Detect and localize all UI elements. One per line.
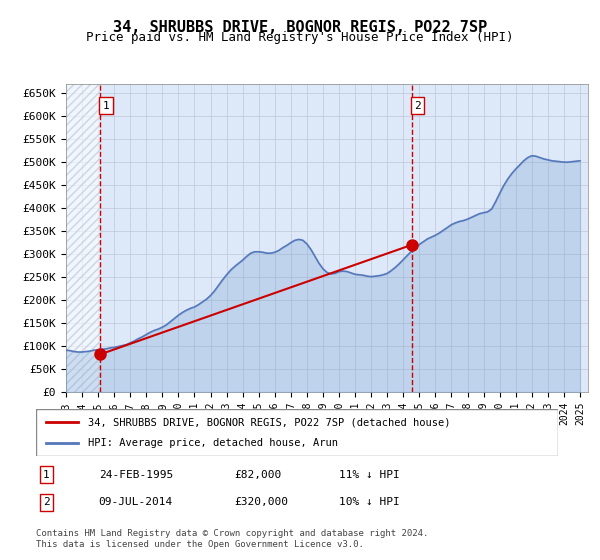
Text: 2: 2 bbox=[414, 101, 421, 110]
Text: Contains HM Land Registry data © Crown copyright and database right 2024.
This d: Contains HM Land Registry data © Crown c… bbox=[36, 529, 428, 549]
Text: HPI: Average price, detached house, Arun: HPI: Average price, detached house, Arun bbox=[88, 438, 338, 448]
Text: £320,000: £320,000 bbox=[235, 497, 289, 507]
Text: 34, SHRUBBS DRIVE, BOGNOR REGIS, PO22 7SP: 34, SHRUBBS DRIVE, BOGNOR REGIS, PO22 7S… bbox=[113, 20, 487, 35]
Text: 1: 1 bbox=[43, 470, 50, 479]
Bar bbox=[66, 84, 100, 392]
Bar bbox=[66, 84, 100, 392]
Text: 1: 1 bbox=[103, 101, 110, 110]
Text: Price paid vs. HM Land Registry's House Price Index (HPI): Price paid vs. HM Land Registry's House … bbox=[86, 31, 514, 44]
Text: 24-FEB-1995: 24-FEB-1995 bbox=[98, 470, 173, 479]
Text: 10% ↓ HPI: 10% ↓ HPI bbox=[339, 497, 400, 507]
Text: 11% ↓ HPI: 11% ↓ HPI bbox=[339, 470, 400, 479]
Text: 2: 2 bbox=[43, 497, 50, 507]
FancyBboxPatch shape bbox=[36, 409, 558, 456]
Text: 09-JUL-2014: 09-JUL-2014 bbox=[98, 497, 173, 507]
Text: 34, SHRUBBS DRIVE, BOGNOR REGIS, PO22 7SP (detached house): 34, SHRUBBS DRIVE, BOGNOR REGIS, PO22 7S… bbox=[88, 417, 451, 427]
Text: £82,000: £82,000 bbox=[235, 470, 281, 479]
